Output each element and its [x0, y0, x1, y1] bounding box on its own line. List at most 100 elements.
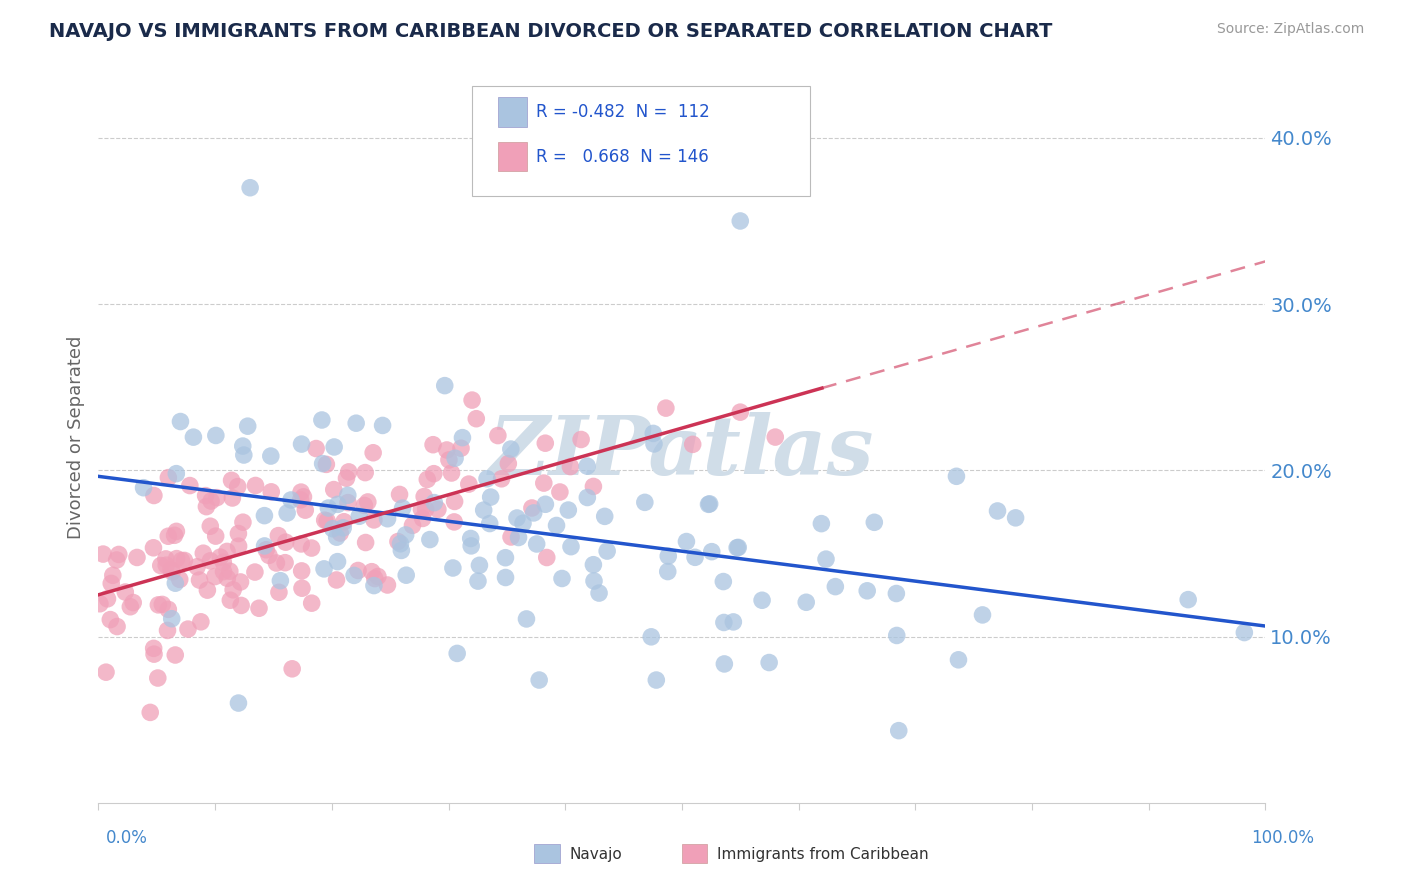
Point [269, 574, 291, 588]
Point [357, 495, 380, 509]
Point [948, 653, 970, 667]
Point [527, 673, 550, 687]
Point [377, 512, 399, 526]
Point [814, 552, 837, 566]
Point [437, 453, 460, 467]
Point [551, 572, 574, 586]
Point [120, 599, 142, 614]
Point [389, 537, 412, 551]
Point [433, 378, 456, 392]
Point [634, 495, 657, 509]
Point [96, 591, 118, 606]
Point [212, 565, 235, 579]
Point [232, 448, 254, 462]
Point [423, 495, 446, 509]
Point [146, 671, 169, 685]
Point [440, 466, 463, 480]
Point [165, 648, 187, 662]
Point [354, 466, 377, 480]
Point [179, 478, 201, 492]
Point [231, 599, 253, 613]
Point [343, 568, 366, 582]
Point [305, 442, 328, 456]
Point [713, 657, 735, 671]
Point [105, 553, 128, 567]
Point [401, 518, 423, 533]
Point [337, 495, 360, 509]
Point [165, 524, 187, 539]
Point [763, 430, 786, 444]
Point [329, 526, 352, 541]
Point [149, 558, 172, 573]
Point [886, 586, 908, 600]
Point [325, 530, 347, 544]
Point [200, 519, 222, 533]
Point [515, 612, 537, 626]
Point [415, 502, 437, 516]
Point [301, 596, 323, 610]
Point [335, 471, 357, 485]
Point [371, 418, 394, 433]
Point [364, 572, 387, 586]
Point [460, 539, 482, 553]
Point [465, 411, 488, 425]
Point [170, 553, 193, 567]
Point [758, 656, 780, 670]
Point [157, 529, 180, 543]
Point [560, 459, 582, 474]
Point [494, 550, 516, 565]
Point [354, 535, 377, 549]
Point [333, 515, 356, 529]
Point [727, 541, 749, 555]
Point [228, 526, 250, 541]
FancyBboxPatch shape [472, 86, 810, 195]
Point [395, 568, 418, 582]
Point [499, 530, 522, 544]
Point [460, 532, 482, 546]
Point [205, 428, 228, 442]
Point [479, 490, 502, 504]
Text: Source: ZipAtlas.com: Source: ZipAtlas.com [1216, 22, 1364, 37]
Point [101, 568, 124, 582]
Point [486, 428, 509, 442]
Point [353, 499, 375, 513]
Point [323, 440, 346, 454]
Point [436, 442, 458, 457]
Point [260, 484, 283, 499]
Point [228, 696, 250, 710]
Point [582, 479, 605, 493]
Point [267, 585, 290, 599]
Point [229, 574, 252, 589]
Point [173, 553, 195, 567]
Point [512, 516, 534, 531]
Point [160, 563, 183, 577]
Point [322, 483, 344, 497]
Point [593, 509, 616, 524]
Point [236, 419, 259, 434]
Point [205, 491, 228, 505]
Point [276, 506, 298, 520]
Point [683, 550, 706, 565]
Point [863, 516, 886, 530]
Point [239, 180, 262, 194]
Point [413, 490, 436, 504]
Point [422, 438, 444, 452]
Point [419, 533, 441, 547]
Point [204, 569, 226, 583]
Point [226, 480, 249, 494]
Point [125, 550, 148, 565]
Point [322, 522, 344, 536]
Point [499, 442, 522, 456]
Point [451, 431, 474, 445]
Point [495, 570, 517, 584]
Point [367, 569, 389, 583]
Text: NAVAJO VS IMMIGRANTS FROM CARIBBEAN DIVORCED OR SEPARATED CORRELATION CHART: NAVAJO VS IMMIGRANTS FROM CARIBBEAN DIVO… [49, 22, 1053, 41]
Text: 100.0%: 100.0% [1251, 829, 1315, 847]
Point [222, 582, 245, 597]
Point [546, 518, 568, 533]
Point [478, 516, 501, 531]
Point [560, 540, 582, 554]
Point [576, 459, 599, 474]
Point [280, 493, 302, 508]
Point [337, 465, 360, 479]
